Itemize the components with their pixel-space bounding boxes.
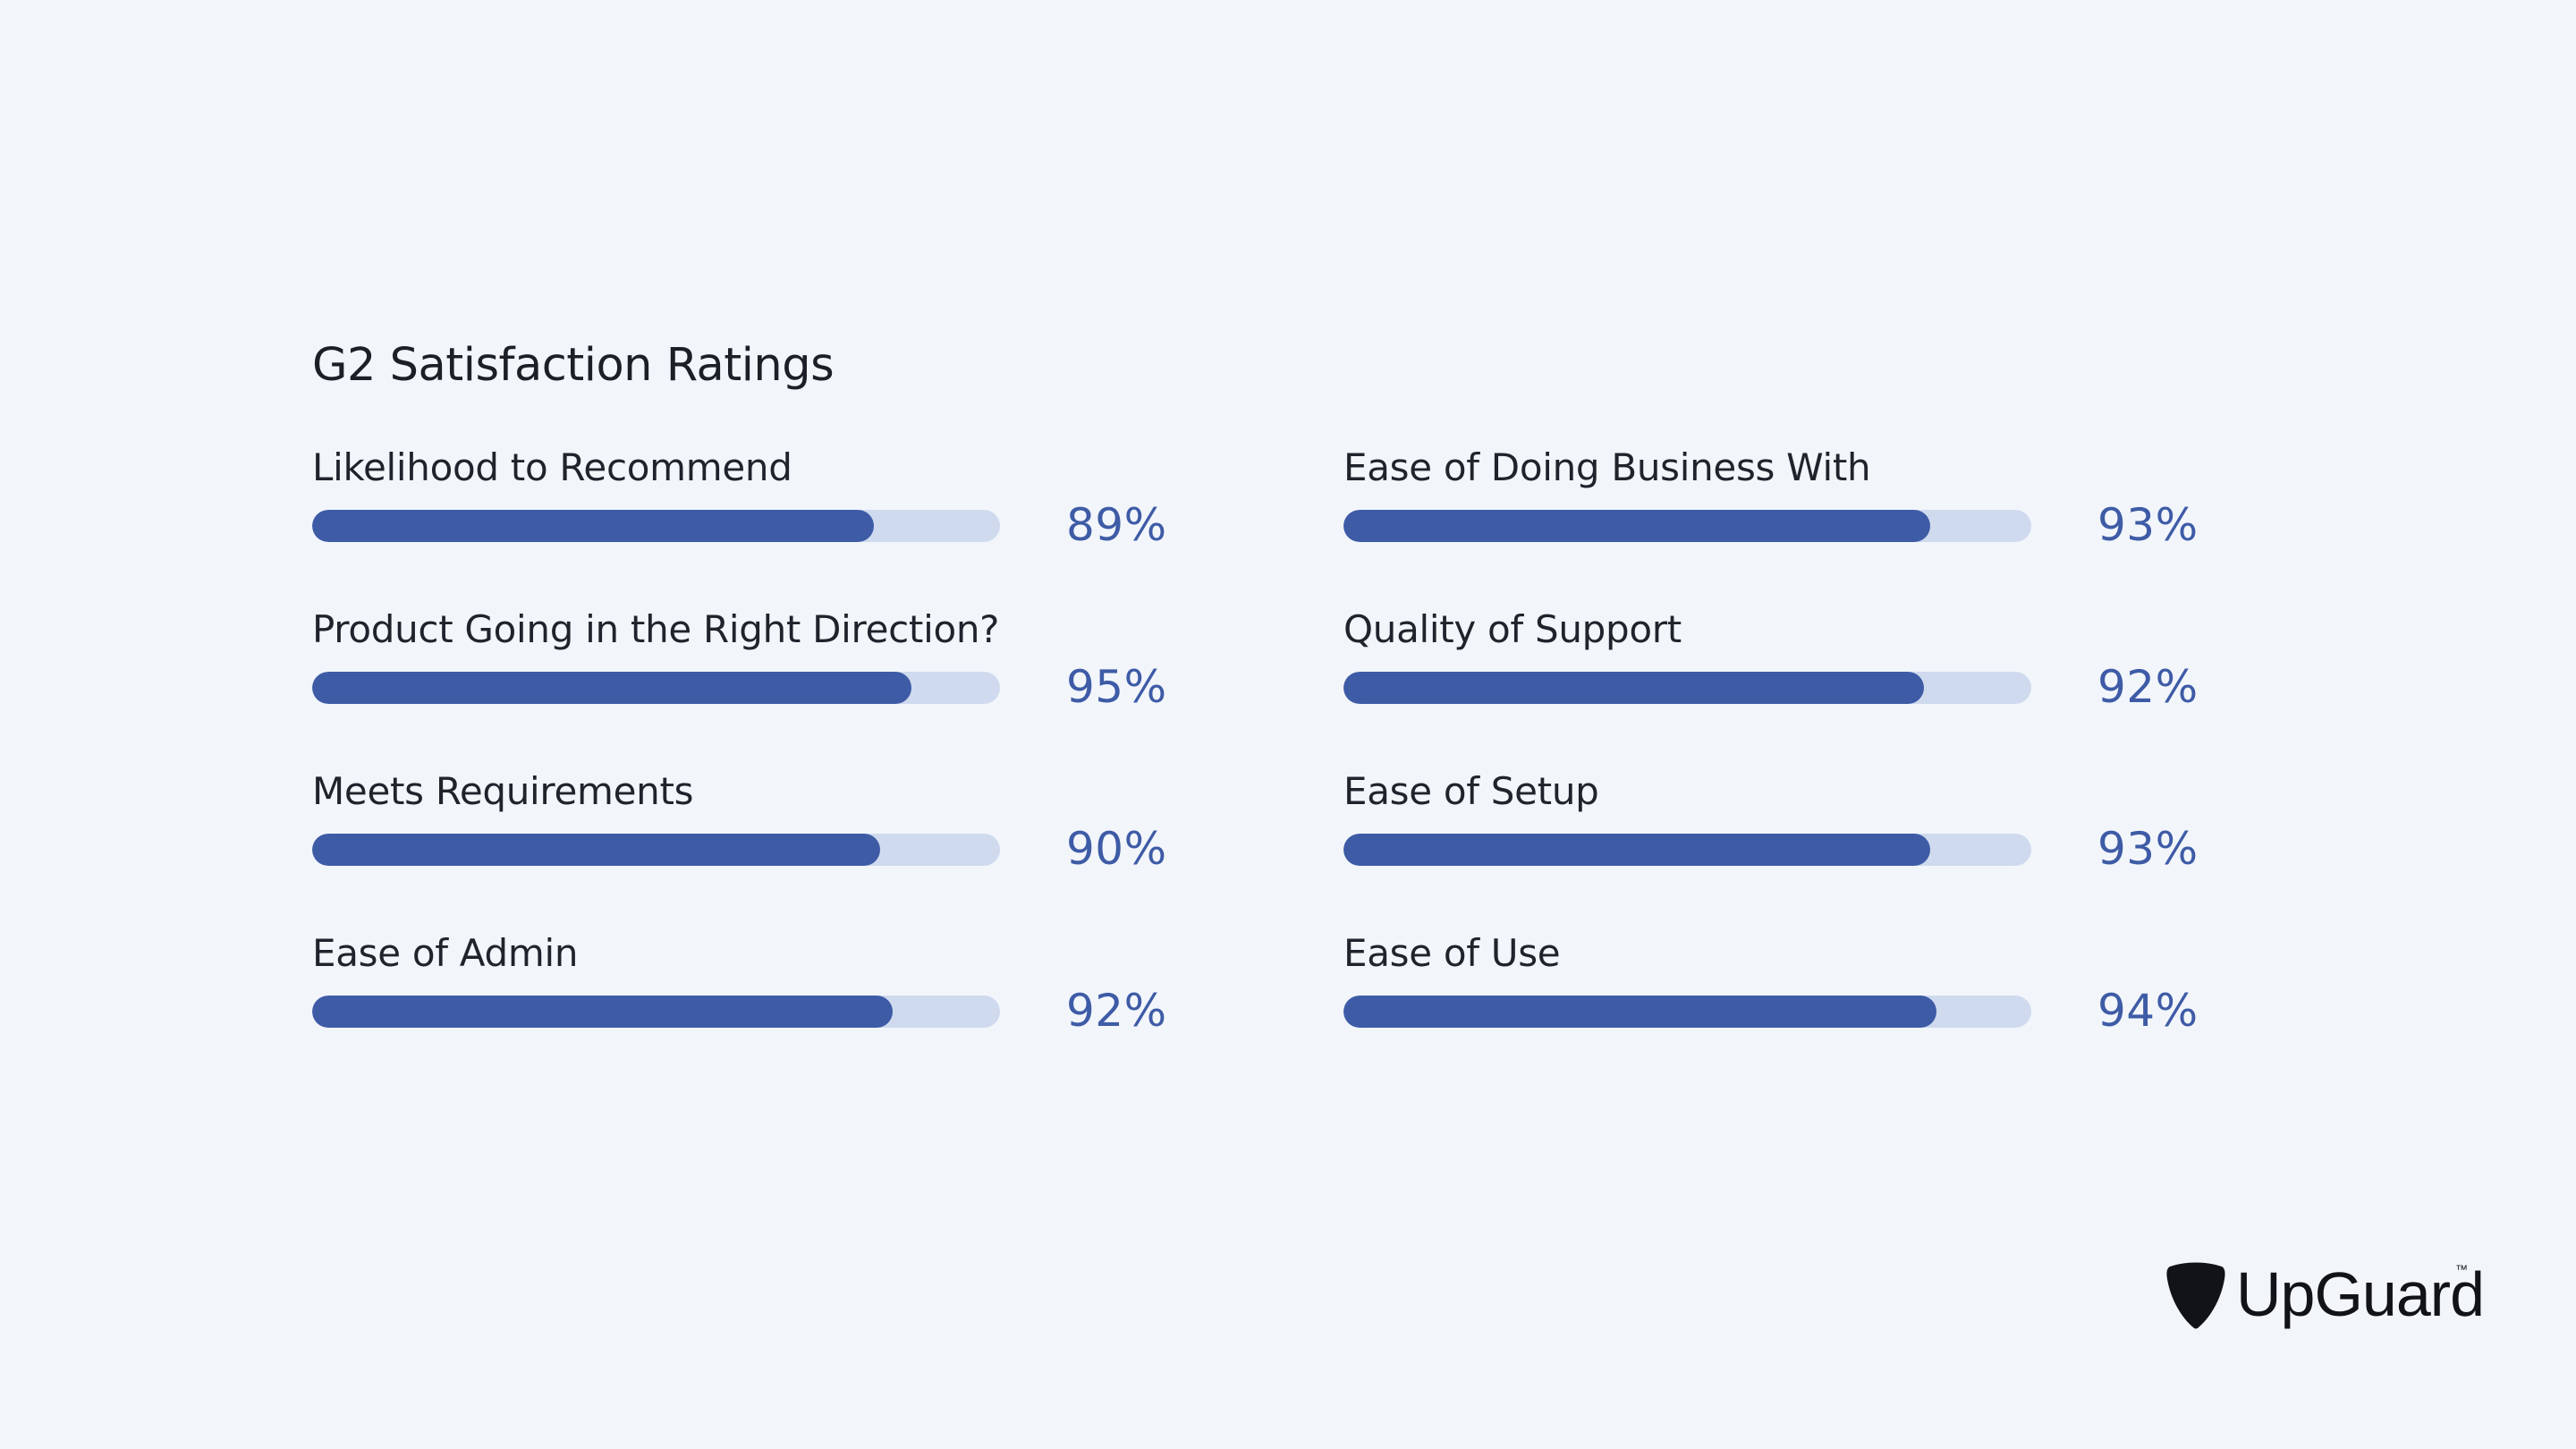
chart-title: G2 Satisfaction Ratings [312,339,835,392]
rating-item: Ease of Admin 92% [312,930,1207,1038]
rating-label: Ease of Admin [312,931,579,975]
rating-percent: 92% [1066,985,1167,1037]
rating-bar-fill [1343,834,1930,866]
rating-percent: 93% [2097,823,2199,875]
rating-label: Ease of Use [1343,931,1561,975]
rating-label: Product Going in the Right Direction? [312,607,1000,651]
upguard-logo: UpGuard ™ [2165,1257,2485,1329]
rating-bar-fill [312,510,874,542]
rating-bar-fill [312,996,893,1028]
rating-bar-track [1343,510,2031,542]
rating-label: Ease of Doing Business With [1343,445,1871,489]
rating-bar-track [312,510,1000,542]
guitar-pick-shield-icon [2166,1262,2225,1329]
rating-bar-track [312,672,1000,704]
rating-bar-fill [312,672,911,704]
rating-label: Quality of Support [1343,607,1682,651]
rating-item: Meets Requirements 90% [312,768,1207,876]
rating-bar-fill [312,834,880,866]
rating-item: Likelihood to Recommend 89% [312,445,1207,552]
logo-wordmark: UpGuard [2236,1259,2485,1329]
rating-bar-track [1343,834,2031,866]
rating-bar-fill [1343,996,1936,1028]
rating-label: Likelihood to Recommend [312,445,792,489]
rating-percent: 92% [2097,661,2199,713]
rating-bar-track [312,996,1000,1028]
rating-label: Meets Requirements [312,769,694,813]
rating-item: Product Going in the Right Direction? 95% [312,606,1207,714]
rating-item: Ease of Use 94% [1343,930,2238,1038]
rating-percent: 94% [2097,985,2199,1037]
rating-item: Ease of Setup 93% [1343,768,2238,876]
rating-label: Ease of Setup [1343,769,1599,813]
logo-trademark: ™ [2455,1262,2468,1276]
rating-percent: 89% [1066,499,1167,551]
rating-percent: 95% [1066,661,1167,713]
rating-bar-track [1343,996,2031,1028]
rating-percent: 93% [2097,499,2199,551]
rating-bar-fill [1343,510,1930,542]
rating-item: Ease of Doing Business With 93% [1343,445,2238,552]
rating-percent: 90% [1066,823,1167,875]
rating-bar-track [1343,672,2031,704]
rating-item: Quality of Support 92% [1343,606,2238,714]
rating-bar-track [312,834,1000,866]
rating-bar-fill [1343,672,1924,704]
